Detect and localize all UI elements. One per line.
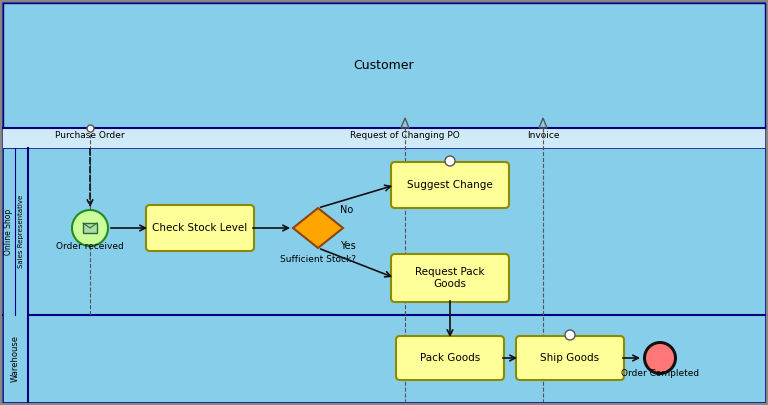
FancyBboxPatch shape	[146, 205, 254, 251]
Text: Request of Changing PO: Request of Changing PO	[350, 131, 460, 140]
Bar	[3, 315, 765, 402]
Text: Purchase Order: Purchase Order	[55, 131, 125, 140]
FancyBboxPatch shape	[83, 223, 97, 233]
Text: Customer: Customer	[354, 59, 414, 72]
Bar	[3, 3, 765, 128]
Bar	[3, 148, 28, 402]
Text: Yes: Yes	[340, 241, 356, 251]
Circle shape	[643, 341, 677, 375]
Text: Suggest Change: Suggest Change	[407, 180, 493, 190]
FancyBboxPatch shape	[391, 254, 509, 302]
Text: Sufficient Stock?: Sufficient Stock?	[280, 255, 356, 264]
Text: Pack Goods: Pack Goods	[420, 353, 480, 363]
Text: Ship Goods: Ship Goods	[541, 353, 600, 363]
Circle shape	[565, 330, 575, 340]
Text: Order received: Order received	[56, 242, 124, 251]
Polygon shape	[293, 208, 343, 248]
Bar	[3, 128, 765, 148]
Bar	[3, 148, 765, 315]
FancyBboxPatch shape	[516, 336, 624, 380]
Text: No: No	[340, 205, 353, 215]
Circle shape	[646, 344, 674, 372]
Text: Request Pack
Goods: Request Pack Goods	[415, 267, 485, 289]
Circle shape	[445, 156, 455, 166]
Text: Warehouse: Warehouse	[11, 335, 20, 382]
FancyBboxPatch shape	[391, 162, 509, 208]
Text: Order Completed: Order Completed	[621, 369, 699, 378]
Text: Invoice: Invoice	[527, 131, 559, 140]
Text: Sales Representative: Sales Representative	[18, 195, 25, 268]
FancyBboxPatch shape	[396, 336, 504, 380]
Text: Online Shop: Online Shop	[5, 209, 14, 255]
Circle shape	[72, 210, 108, 246]
Text: Check Stock Level: Check Stock Level	[152, 223, 247, 233]
